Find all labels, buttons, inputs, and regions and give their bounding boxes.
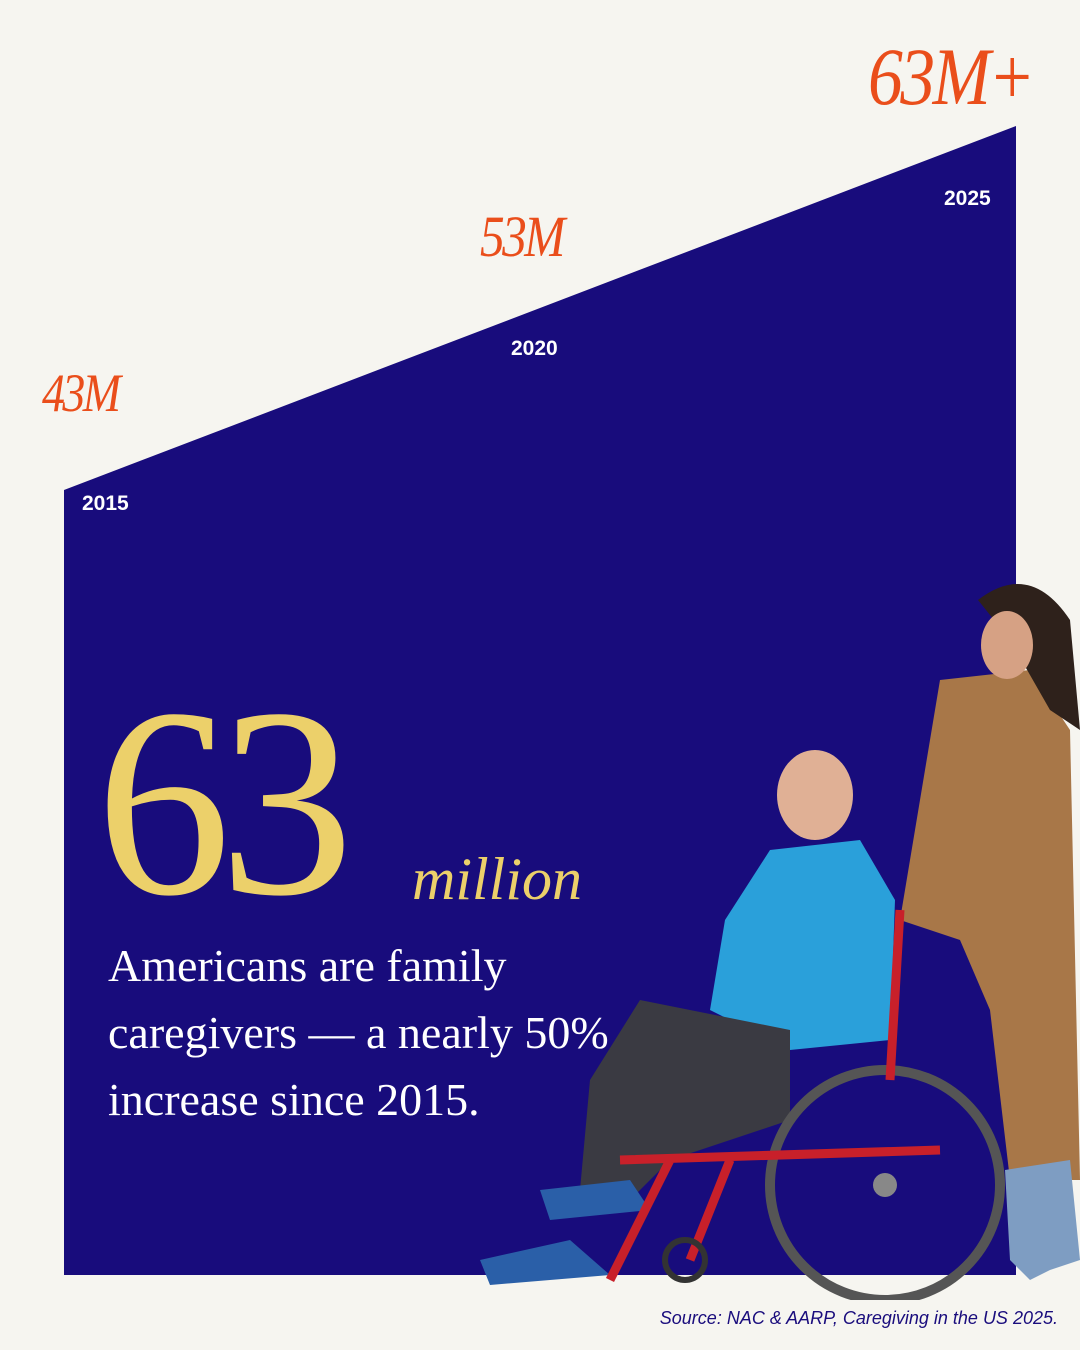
woman-jeans [1005,1160,1080,1280]
data-label-2015: 43M [42,363,121,423]
x-tick-2020: 2020 [511,337,558,360]
man-shoes [480,1180,650,1285]
caregiver-photo [480,584,1080,1300]
x-tick-2015: 2015 [82,492,129,515]
wheelchair-frame [605,909,941,1283]
woman-coat [900,670,1080,1180]
x-tick-2025: 2025 [944,187,991,210]
wheelchair-caster [662,1237,708,1283]
man-jacket [710,840,895,1050]
data-label-2020: 53M [480,204,565,269]
headline-text: Americans are family caregivers — a near… [108,940,609,1125]
wheel-hub [873,1173,897,1197]
man-pants [580,1000,790,1200]
man-face [777,750,853,840]
headline-unit: million [412,846,583,912]
headline-number: 63 [96,653,354,952]
woman-face [981,611,1033,679]
source-note: Source: NAC & AARP, Caregiving in the US… [659,1308,1058,1328]
data-label-2025: 63M+ [868,31,1035,122]
wheelchair-wheel [765,1065,1005,1300]
